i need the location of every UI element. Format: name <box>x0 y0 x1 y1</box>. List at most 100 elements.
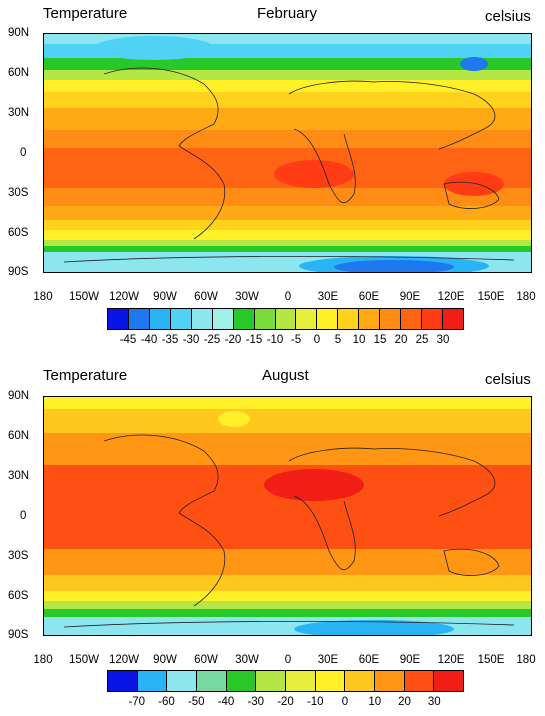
lon-label: 30E <box>317 291 339 303</box>
colorbar-label: -30 <box>247 696 265 708</box>
colorbar-label: -40 <box>140 334 158 346</box>
colorbar-label: 30 <box>436 334 450 346</box>
colorbar-label: -70 <box>128 696 146 708</box>
colorbar-swatch <box>137 671 168 691</box>
colorbar-label: -40 <box>217 696 235 708</box>
colorbar-swatch <box>401 309 423 329</box>
lat-label: 60S <box>8 590 29 602</box>
lat-label: 0 <box>20 147 27 159</box>
colorbar-swatch <box>380 309 402 329</box>
colorbar-label: 0 <box>341 696 349 708</box>
colorbar-label: 30 <box>427 696 441 708</box>
colorbar-swatch <box>254 309 276 329</box>
lon-label: 90W <box>153 291 177 303</box>
august-map <box>43 396 532 636</box>
colorbar-label: 10 <box>352 334 366 346</box>
lon-label: 60E <box>358 291 380 303</box>
lon-label: 150W <box>68 654 100 666</box>
colorbar-swatch <box>128 309 150 329</box>
lon-label: 180 <box>33 291 53 303</box>
colorbar <box>107 670 464 692</box>
colorbar-swatch <box>296 309 318 329</box>
lon-label: 90W <box>153 654 177 666</box>
colorbar-label: 15 <box>373 334 387 346</box>
colorbar-swatch <box>212 309 234 329</box>
lat-label: 90N <box>8 27 30 39</box>
colorbar-swatch <box>345 671 376 691</box>
colorbar-swatch <box>149 309 171 329</box>
lon-label: 120E <box>437 654 465 666</box>
colorbar <box>107 308 464 330</box>
lon-label: 60W <box>194 654 218 666</box>
colorbar-swatch <box>338 309 360 329</box>
colorbar-swatch <box>197 671 227 691</box>
colorbar-label: -45 <box>119 334 137 346</box>
lon-label: 180 <box>516 654 536 666</box>
lat-label: 30S <box>8 187 29 199</box>
panel-units: celsius <box>485 8 531 25</box>
august-panel: Temperature August celsius <box>0 360 545 716</box>
lon-label: 0 <box>284 291 292 303</box>
lon-label: 60W <box>194 291 218 303</box>
colorbar-swatch <box>443 309 463 329</box>
colorbar-label: -50 <box>187 696 205 708</box>
colorbar-label: -20 <box>277 696 294 708</box>
colorbar-label: -60 <box>158 696 175 708</box>
colorbar-label: -15 <box>245 334 263 346</box>
colorbar-label: 10 <box>368 696 382 708</box>
panel-title-month: August <box>262 367 309 384</box>
lon-label: 150E <box>477 291 505 303</box>
colorbar-swatch <box>359 309 381 329</box>
panel-title-month: February <box>257 5 318 22</box>
colorbar-swatch <box>256 671 287 691</box>
colorbar-label: -35 <box>161 334 179 346</box>
lat-label: 30N <box>8 470 30 482</box>
colorbar-label: -20 <box>224 334 242 346</box>
lon-label: 120W <box>108 291 140 303</box>
lon-label: 120W <box>108 654 140 666</box>
colorbar-label: -30 <box>182 334 200 346</box>
lat-label: 0 <box>20 510 27 522</box>
colorbar-swatch <box>226 671 257 691</box>
colorbar-swatch <box>191 309 213 329</box>
lon-label: 0 <box>284 654 292 666</box>
lat-label: 60N <box>8 67 30 79</box>
colorbar-label: -10 <box>266 334 284 346</box>
lon-label: 150W <box>68 291 100 303</box>
colorbar-label: -25 <box>203 334 221 346</box>
lat-label: 90S <box>8 629 29 641</box>
colorbar-swatch <box>404 671 435 691</box>
colorbar-label: 20 <box>394 334 408 346</box>
lat-label: 60S <box>8 227 29 239</box>
colorbar-label: 5 <box>334 334 342 346</box>
lon-label: 180 <box>33 654 53 666</box>
lat-label: 30N <box>8 107 30 119</box>
colorbar-label: -10 <box>306 696 324 708</box>
colorbar-swatch <box>108 309 129 329</box>
lat-label: 90S <box>8 266 29 278</box>
colorbar-label: 20 <box>398 696 411 708</box>
colorbar-swatch <box>108 671 138 691</box>
colorbar-label: 25 <box>415 334 429 346</box>
colorbar-swatch <box>233 309 255 329</box>
february-map <box>43 33 532 273</box>
panel-units: celsius <box>485 371 531 388</box>
panel-title-left: Temperature <box>43 5 128 22</box>
lon-label: 120E <box>437 291 465 303</box>
colorbar-label: 0 <box>313 334 321 346</box>
lon-label: 90E <box>399 654 421 666</box>
august-map-fill <box>44 397 531 635</box>
lon-label: 150E <box>477 654 505 666</box>
lon-label: 90E <box>399 291 421 303</box>
colorbar-swatch <box>286 671 316 691</box>
colorbar-swatch <box>317 309 339 329</box>
lon-label: 30W <box>235 291 259 303</box>
colorbar-swatch <box>315 671 346 691</box>
lon-label: 60E <box>358 654 380 666</box>
panel-title-left: Temperature <box>43 367 128 384</box>
colorbar-swatch <box>434 671 464 691</box>
colorbar-label: -5 <box>290 334 302 346</box>
lon-label: 30W <box>235 654 259 666</box>
lat-label: 60N <box>8 430 30 442</box>
lon-label: 180 <box>516 291 536 303</box>
